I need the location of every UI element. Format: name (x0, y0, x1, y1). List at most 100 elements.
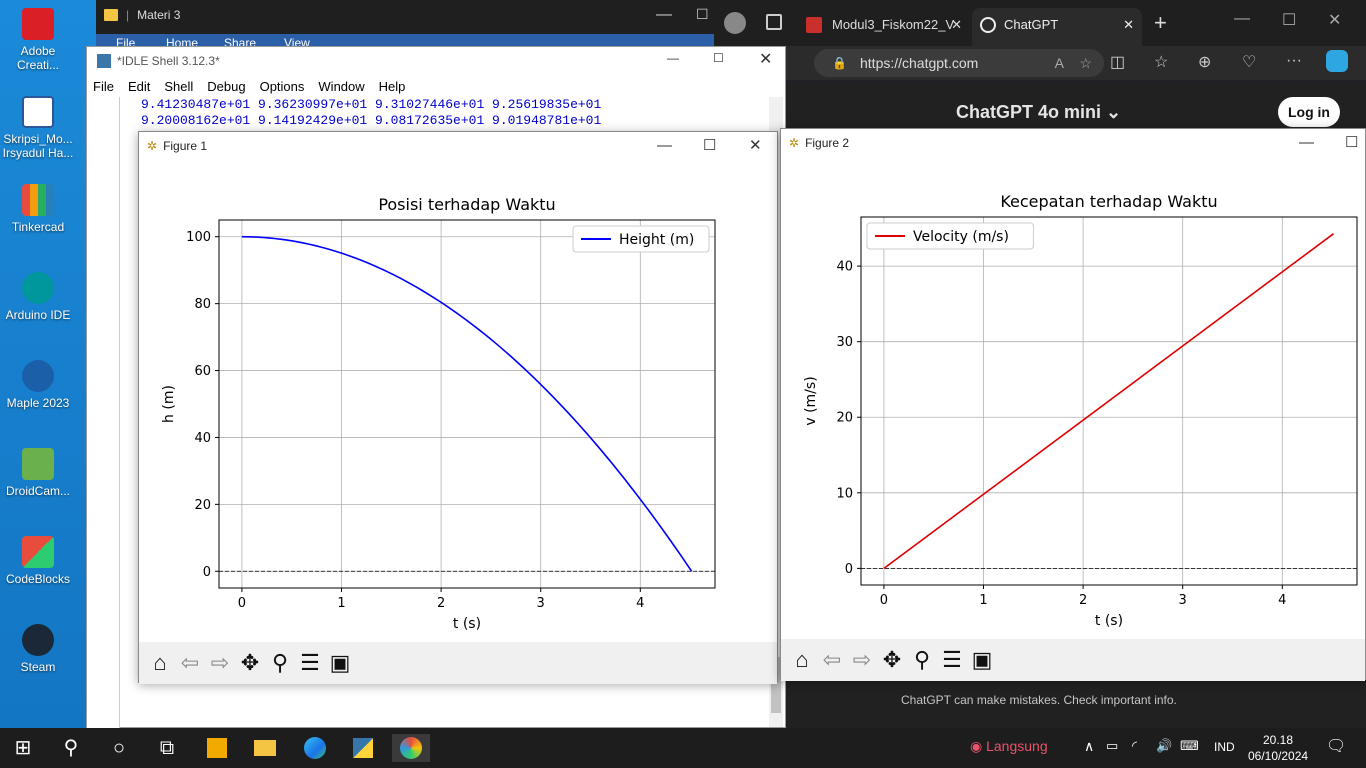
desktop-icon-steam[interactable]: Steam (2, 624, 74, 674)
matplotlib-taskbar-icon[interactable] (392, 734, 430, 762)
word-icon (22, 96, 54, 128)
pan-icon[interactable]: ✥ (240, 650, 260, 675)
y-tick-label: 100 (186, 230, 211, 245)
y-tick-label: 10 (836, 486, 853, 501)
minimize-icon[interactable]: — (656, 6, 672, 23)
forward-icon[interactable]: ⇨ (210, 650, 230, 675)
chevron-up-icon[interactable]: ∧ (1084, 738, 1095, 754)
volume-icon[interactable]: 🔊 (1156, 738, 1173, 753)
tab-pdf[interactable]: Modul3_Fiskom22_V ✕ (800, 8, 968, 42)
minimize-icon[interactable]: — (1299, 134, 1314, 151)
store-icon[interactable] (198, 734, 236, 762)
desktop-icon-codeblocks[interactable]: CodeBlocks (2, 536, 74, 586)
save-icon[interactable]: ▣ (329, 650, 351, 675)
close-tab-icon[interactable]: ✕ (951, 17, 962, 32)
plot-toolbar: ⌂ ⇦ ⇨ ✥ ⚲ ☰ ▣ (139, 642, 777, 684)
start-icon[interactable]: ⊞ (14, 737, 32, 759)
menu-edit[interactable]: Edit (127, 78, 151, 94)
minimize-icon[interactable]: — (1234, 10, 1250, 27)
series-line (883, 233, 1335, 570)
file-explorer-icon[interactable] (246, 734, 284, 762)
figure-2-window[interactable]: ✲ Figure 2 — ☐ Kecepatan terhadap Waktu 0… (780, 128, 1366, 681)
menu-help[interactable]: Help (378, 78, 406, 94)
menu-shell[interactable]: Shell (164, 78, 194, 94)
save-icon[interactable]: ▣ (971, 647, 993, 672)
plot-frame (218, 219, 716, 589)
clock[interactable]: 20.18 06/10/2024 (1248, 732, 1308, 764)
keyboard-icon[interactable]: ⌨ (1180, 738, 1199, 753)
maximize-icon[interactable]: ☐ (696, 6, 709, 22)
minimize-icon[interactable]: — (667, 51, 679, 65)
menu-options[interactable]: Options (259, 78, 305, 94)
desktop-icon-skripsi[interactable]: Skripsi_Mo... Irsyadul Ha... (2, 96, 74, 160)
close-tab-icon[interactable]: ✕ (1123, 17, 1134, 32)
scroll-thumb[interactable] (771, 657, 781, 713)
plot-toolbar: ⌂ ⇦ ⇨ ✥ ⚲ ☰ ▣ (781, 639, 1365, 681)
close-icon[interactable]: ✕ (759, 51, 773, 68)
favorite-icon[interactable]: ☆ (1079, 55, 1092, 71)
tab-chatgpt[interactable]: ChatGPT ✕ (972, 8, 1142, 46)
tab-actions-icon[interactable] (766, 14, 782, 30)
login-button[interactable]: Log in (1278, 97, 1340, 127)
address-bar-row: 🔒 https://chatgpt.com A ☆ ◫ ☆ ⊕ ♡ ··· (714, 46, 1366, 80)
maximize-icon[interactable]: ☐ (1282, 12, 1297, 29)
desktop-icon-droidcam[interactable]: DroidCam... (2, 448, 74, 498)
minimize-icon[interactable]: — (657, 137, 672, 154)
configure-icon[interactable]: ☰ (942, 647, 962, 672)
steam-icon (22, 624, 54, 656)
menu-window[interactable]: Window (318, 78, 365, 94)
battery-icon[interactable]: ▭ (1106, 738, 1119, 753)
y-tick-label: 40 (836, 260, 853, 275)
file-explorer-window[interactable]: | Materi 3 — ☐ File Home Share View (96, 0, 716, 50)
python-icon[interactable] (344, 734, 382, 762)
back-icon[interactable]: ⇦ (180, 650, 200, 675)
split-screen-icon[interactable]: ◫ (1110, 54, 1126, 71)
close-icon[interactable]: ✕ (749, 137, 762, 154)
notification-icon[interactable]: 🗨 (1326, 738, 1347, 755)
read-aloud-icon[interactable]: A (1054, 55, 1064, 71)
search-icon[interactable]: ⚲ (63, 737, 79, 759)
configure-icon[interactable]: ☰ (300, 650, 320, 675)
home-icon[interactable]: ⌂ (153, 650, 167, 675)
favorites-icon[interactable]: ☆ (1154, 54, 1169, 71)
figure-1-window[interactable]: ✲ Figure 1 — ☐ ✕ Posisi terhadap Waktu 0 1… (138, 131, 778, 684)
wifi-icon[interactable]: ◜ (1132, 738, 1138, 753)
desktop-icon-arduino[interactable]: Arduino IDE (2, 272, 74, 322)
edge-icon[interactable] (296, 734, 334, 762)
language-indicator[interactable]: IND (1214, 740, 1235, 754)
model-selector[interactable]: ChatGPT 4o mini ⌄ (956, 102, 1122, 122)
menu-file[interactable]: File (93, 78, 114, 94)
x-tick-label: 3 (537, 596, 545, 611)
series-line (241, 235, 693, 572)
close-window-icon[interactable]: ✕ (1328, 12, 1342, 29)
zoom-icon[interactable]: ⚲ (271, 650, 289, 675)
forward-icon[interactable]: ⇨ (852, 647, 872, 672)
pan-icon[interactable]: ✥ (882, 647, 902, 672)
new-tab-icon[interactable]: + (1154, 10, 1167, 35)
desktop-icon-tinkercad[interactable]: Tinkercad (2, 184, 74, 234)
cortana-icon[interactable]: ○ (112, 737, 126, 759)
home-icon[interactable]: ⌂ (795, 647, 809, 672)
menu-debug[interactable]: Debug (207, 78, 246, 94)
maximize-icon[interactable]: ☐ (703, 137, 717, 154)
maximize-icon[interactable]: ☐ (713, 51, 724, 65)
taskbar: ⊞ ⚲ ○ ⧉ ◉ Langsung ∧ ▭ ◜ 🔊 ⌨ IND 20.18 0… (0, 728, 1366, 768)
profile-avatar[interactable] (724, 12, 746, 34)
live-indicator[interactable]: ◉ Langsung (970, 738, 1048, 754)
address-bar[interactable]: 🔒 https://chatgpt.com A ☆ (814, 49, 1104, 77)
task-view-icon[interactable]: ⧉ (159, 737, 175, 759)
back-icon[interactable]: ⇦ (822, 647, 842, 672)
idle-titlebar: *IDLE Shell 3.12.3* — ☐ ✕ (87, 47, 785, 75)
desktop-icon-adobe[interactable]: Adobe Creati... (2, 8, 74, 72)
y-axis-label: v (m/s) (803, 376, 819, 425)
copilot-icon[interactable] (1326, 50, 1348, 72)
line-gutter (87, 97, 119, 729)
zoom-icon[interactable]: ⚲ (913, 647, 931, 672)
more-icon[interactable]: ··· (1286, 52, 1302, 69)
health-icon[interactable]: ♡ (1242, 54, 1257, 71)
maximize-icon[interactable]: ☐ (1345, 134, 1359, 151)
desktop-icon-maple[interactable]: Maple 2023 (2, 360, 74, 410)
shell-output[interactable]: 9.41230487e+01 9.36230997e+01 9.31027446… (119, 97, 769, 129)
x-tick-label: 4 (636, 596, 644, 611)
collections-icon[interactable]: ⊕ (1198, 54, 1212, 71)
